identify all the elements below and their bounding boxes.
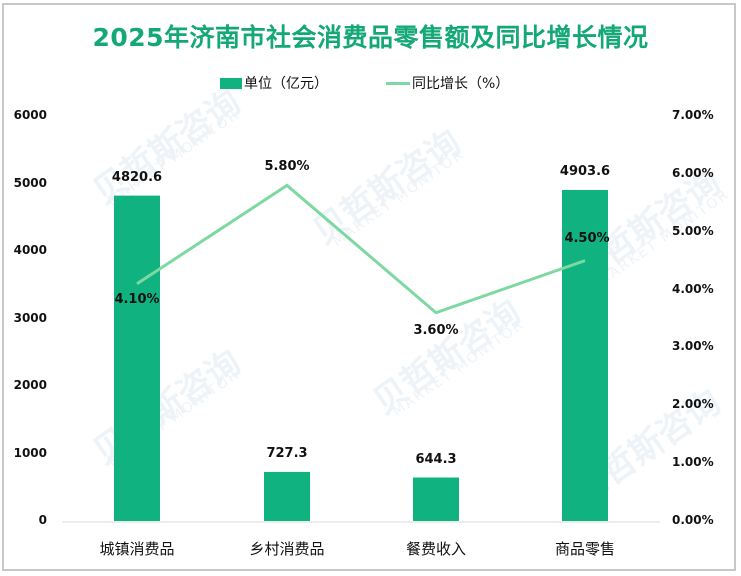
bar[interactable] — [264, 471, 310, 521]
line-value-label: 5.80% — [264, 159, 310, 175]
bar-series — [114, 190, 608, 521]
bar-swatch-icon — [220, 77, 242, 89]
category-label: 餐费收入 — [405, 540, 466, 558]
line-value-label: 3.60% — [413, 322, 459, 338]
right-axis-tick: 6.00% — [672, 165, 714, 180]
legend-item-bar[interactable]: 单位（亿元） — [220, 73, 328, 93]
bar[interactable] — [413, 477, 459, 521]
left-axis-tick: 5000 — [13, 175, 47, 190]
right-axis-tick: 7.00% — [672, 108, 714, 122]
right-axis-tick: 5.00% — [672, 223, 714, 238]
left-axis-tick: 0 — [38, 513, 47, 527]
right-axis-tick: 3.00% — [672, 339, 714, 354]
category-label: 商品零售 — [554, 540, 615, 558]
legend: 单位（亿元） 同比增长（%） — [0, 73, 741, 93]
bar-value-label: 4820.6 — [111, 169, 163, 185]
line-value-label: 4.50% — [564, 230, 610, 246]
bar[interactable] — [114, 195, 160, 521]
bar-value-label: 4903.6 — [559, 164, 611, 179]
right-axis-tick: 0.00% — [672, 513, 714, 527]
category-label: 城镇消费品 — [99, 540, 175, 558]
left-axis-tick: 6000 — [13, 108, 47, 122]
left-axis-tick: 1000 — [13, 445, 47, 460]
legend-item-line[interactable]: 同比增长（%） — [386, 73, 509, 93]
legend-bar-label: 单位（亿元） — [244, 76, 328, 92]
bar[interactable] — [562, 190, 608, 521]
chart-title: 2025年济南市社会消费品零售额及同比增长情况 — [92, 23, 649, 52]
right-axis-tick: 1.00% — [672, 455, 714, 470]
growth-line — [136, 183, 586, 315]
line-value-label: 4.10% — [114, 291, 160, 307]
bar-value-label: 727.3 — [266, 445, 308, 461]
left-axis-tick: 3000 — [13, 310, 47, 325]
left-axis-tick: 2000 — [13, 378, 47, 392]
left-axis-tick: 4000 — [13, 243, 47, 257]
legend-line-label: 同比增长（%） — [412, 76, 510, 92]
right-axis-tick: 2.00% — [672, 397, 714, 412]
category-label: 乡村消费品 — [249, 540, 325, 558]
line-swatch-icon — [386, 81, 410, 85]
right-axis-tick: 4.00% — [672, 281, 714, 296]
bar-value-label: 644.3 — [415, 451, 457, 467]
